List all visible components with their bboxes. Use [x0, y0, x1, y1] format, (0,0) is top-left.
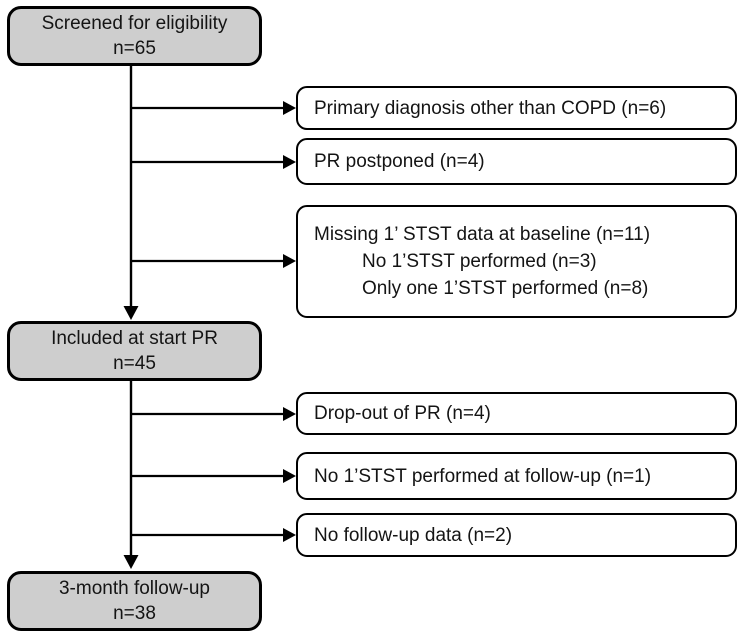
- down-arrowhead-2: [123, 555, 139, 569]
- exclusion-text: PR postponed (n=4): [314, 151, 485, 172]
- followup-box: 3-month follow-up n=38: [7, 571, 262, 631]
- exclusion-text: Drop-out of PR (n=4): [314, 403, 491, 424]
- exclusion-text: Missing 1’ STST data at baseline (n=11): [314, 224, 651, 245]
- right-arrowhead-6: [283, 528, 296, 542]
- exclusion-box-no-stst-followup: No 1’STST performed at follow-up (n=1): [296, 452, 737, 500]
- right-arrowhead-1: [283, 101, 296, 115]
- screened-box: Screened for eligibility n=65: [7, 6, 262, 66]
- exclusion-box-no-followup-data: No follow-up data (n=2): [296, 513, 737, 557]
- down-arrowhead-1: [123, 306, 139, 320]
- screened-count: n=65: [113, 38, 156, 59]
- exclusion-box-dropout: Drop-out of PR (n=4): [296, 392, 737, 435]
- exclusion-text: No follow-up data (n=2): [314, 524, 513, 546]
- screened-title: Screened for eligibility: [41, 13, 228, 34]
- exclusion-box-missing-stst: Missing 1’ STST data at baseline (n=11) …: [296, 205, 737, 318]
- exclusion-box-primary-diagnosis: Primary diagnosis other than COPD (n=6): [296, 86, 737, 130]
- exclusion-text: Primary diagnosis other than COPD (n=6): [314, 97, 667, 119]
- included-box: Included at start PR n=45: [7, 321, 262, 381]
- exclusion-box-pr-postponed: PR postponed (n=4): [296, 138, 737, 185]
- followup-title: 3-month follow-up: [58, 578, 211, 599]
- exclusion-text: No 1’STST performed at follow-up (n=1): [314, 465, 652, 487]
- included-count: n=45: [113, 353, 156, 374]
- right-arrowhead-4: [283, 407, 296, 421]
- right-arrowhead-2: [283, 155, 296, 169]
- right-arrowhead-3: [283, 254, 296, 268]
- followup-count: n=38: [113, 603, 156, 624]
- included-title: Included at start PR: [51, 328, 218, 349]
- right-arrowhead-5: [283, 469, 296, 483]
- exclusion-subtext: Only one 1’STST performed (n=8): [362, 278, 649, 299]
- exclusion-subtext: No 1’STST performed (n=3): [362, 251, 597, 272]
